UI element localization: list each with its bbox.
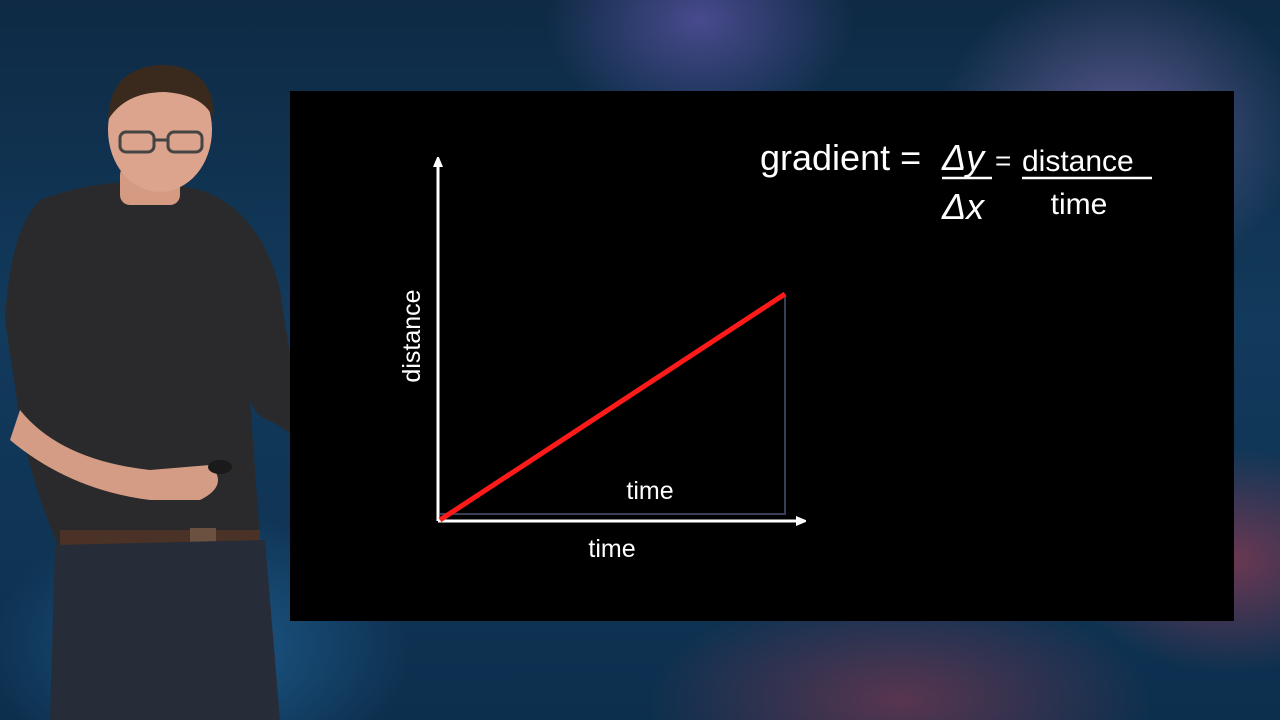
formula-lhs: gradient = [760,137,921,178]
gradient-triangle [440,294,786,515]
formula-numerator: distance [1022,145,1134,178]
formula-dx: Δx [941,186,986,227]
presenter-forearm [10,410,218,500]
presenter-glasses [118,130,204,154]
presenter-head [108,68,212,192]
distance-time-line [438,291,787,523]
formula-equals: = [995,145,1011,176]
slide: time distance time gradient = Δy Δx = di… [290,91,1234,621]
x-axis-label: time [588,535,635,563]
formula-dy: Δy [941,137,986,178]
presenter-remote [208,460,232,474]
graph-canvas: time distance time gradient = Δy Δx = di… [398,137,1152,563]
presenter [5,65,379,720]
y-axis-label: distance [398,289,426,382]
presenter-hair [108,65,215,120]
formula-denominator: time [1051,188,1108,221]
triangle-base-label: time [626,477,673,505]
presenter-jeans [50,540,280,720]
